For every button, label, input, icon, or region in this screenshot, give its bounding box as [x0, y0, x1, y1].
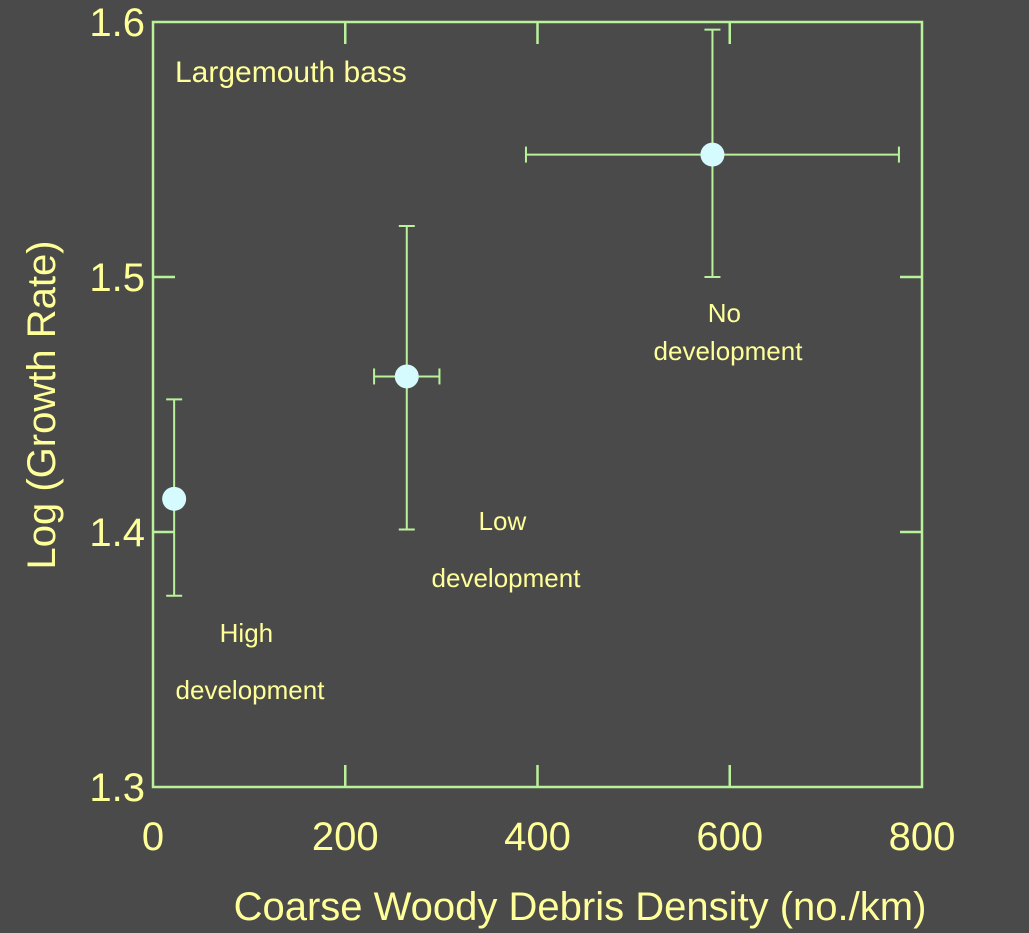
x-tick-label: 800 [889, 815, 956, 859]
data-point [394, 364, 419, 389]
y-tick-label: 1.4 [89, 511, 145, 555]
x-tick-label: 400 [504, 815, 571, 859]
x-tick-label: 200 [312, 815, 379, 859]
y-tick-label: 1.5 [89, 256, 145, 300]
axis-ticks [153, 22, 922, 787]
data-point [700, 142, 725, 167]
x-tick-label: 600 [696, 815, 763, 859]
tick-labels: 0 200 400 600 800 1.3 1.4 1.5 1.6 [89, 1, 955, 859]
annotation-high: High development [176, 618, 326, 705]
data-points [162, 142, 725, 511]
data-point [162, 486, 187, 511]
x-axis-title: Coarse Woody Debris Density (no./km) [234, 885, 927, 929]
x-tick-label: 0 [142, 815, 164, 859]
annotation-none: No development [654, 298, 804, 366]
y-tick-label: 1.6 [89, 1, 145, 45]
plot-frame [151, 20, 924, 789]
panel-label: Largemouth bass [175, 56, 407, 89]
annotation-low: Low development [432, 506, 582, 593]
y-axis-title: Log (Growth Rate) [20, 240, 64, 569]
y-tick-label: 1.3 [89, 766, 145, 810]
